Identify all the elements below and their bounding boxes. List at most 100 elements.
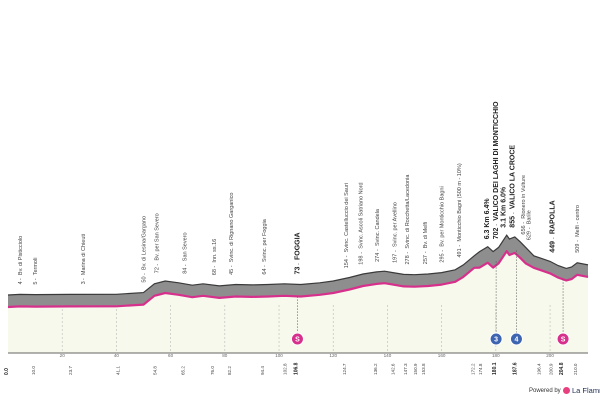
km-marker: 196.4 xyxy=(536,363,541,375)
waypoint-separator: - xyxy=(81,278,87,280)
waypoint-separator: - xyxy=(33,278,39,280)
waypoint-14: 197 - Svinc. per Avellino xyxy=(393,202,399,263)
km-marker: 187.6 xyxy=(512,362,518,375)
waypoint-17: 295- Bv. per Monticchio Bagni xyxy=(440,186,446,262)
waypoint-8: 45 - Svinc. di Rignano Garganico xyxy=(229,193,235,275)
waypoint-separator: - xyxy=(344,255,350,257)
waypoint-altitude: 295 xyxy=(440,253,446,262)
waypoint-name: Bv. per Monticchio Bagni xyxy=(440,186,446,246)
waypoint-7: 68- Inn. ss.16 xyxy=(212,239,218,275)
km-marker: 10.0 xyxy=(31,366,36,375)
waypoint-altitude: 509 xyxy=(575,244,581,253)
waypoint-altitude: 50 xyxy=(142,276,148,282)
km-marker: 147.3 xyxy=(403,363,408,375)
climb-detail-1: 6.3 Km 6.4% xyxy=(484,198,491,240)
waypoint-name: Svinc. per Foggia xyxy=(262,218,268,262)
kom-badge-circle xyxy=(509,332,523,346)
powered-by-label: Powered by xyxy=(529,388,561,394)
waypoint-12: 198 - Svinc. Ascoli Satriano Nord xyxy=(358,182,364,264)
km-tick-label: 160 xyxy=(438,353,446,358)
sprint-badge-circle xyxy=(556,332,570,346)
waypoint-separator: - xyxy=(511,212,517,214)
km-tick-label: 100 xyxy=(275,353,283,358)
waypoint-altitude: 702 xyxy=(493,228,500,240)
km-marker: 23.7 xyxy=(68,366,73,375)
waypoint-name: Svinc. Castelluccio dei Sauri xyxy=(344,183,350,252)
km-tick-label: 180 xyxy=(492,353,500,358)
waypoint-name: RAPOLLA xyxy=(550,200,557,234)
waypoint-altitude: 5 xyxy=(33,282,39,285)
waypoint-altitude: 3 xyxy=(81,281,87,284)
kom-badge-circle xyxy=(489,332,503,346)
waypoint-name: San Severo xyxy=(183,232,189,261)
waypoint-separator: - xyxy=(423,251,429,253)
km-marker: 180.1 xyxy=(492,362,498,375)
waypoint-name: Svinc. Ascoli Satriano Nord xyxy=(358,182,364,248)
waypoint-5: 72- Bv. per San Severo xyxy=(155,213,161,273)
waypoint-name: Termoli xyxy=(33,258,39,276)
terrain-band xyxy=(8,235,588,307)
badge-label: S xyxy=(561,337,566,344)
waypoint-altitude: 45 xyxy=(229,269,235,275)
km-tick-label: 80 xyxy=(222,353,228,358)
waypoint-name: Marina di Chieuti xyxy=(81,234,87,275)
waypoint-separator: - xyxy=(155,264,161,266)
waypoint-1: 4- Bv. di Pisticciolo xyxy=(18,236,24,285)
km-marker: 200.9 xyxy=(549,363,554,375)
brand-logo: La Flamme xyxy=(563,386,600,395)
kom-badge: 3 xyxy=(489,261,503,346)
waypoint-separator: - xyxy=(393,250,399,252)
waypoint-name: Svinc. Candela xyxy=(375,208,381,246)
climb-gradient-text: 3.1 Km 6.0% xyxy=(501,186,508,228)
km-marker: 76.0 xyxy=(210,366,215,375)
route-line-layer xyxy=(7,250,589,309)
waypoint-name: Bv. di Lesina/Gargano xyxy=(142,216,148,270)
terrain-ridge-line xyxy=(7,234,589,296)
waypoint-2: 5 - Termoli xyxy=(33,258,39,285)
waypoint-separator: - xyxy=(296,263,302,265)
waypoint-separator: - xyxy=(526,227,532,229)
waypoint-name: Melfi - centro xyxy=(575,205,581,237)
waypoint-20: 855 - VALICO LA CROCE xyxy=(510,145,517,228)
waypoint-separator: - xyxy=(375,249,381,251)
waypoint-separator: - xyxy=(494,224,500,226)
waypoint-separator: - xyxy=(183,264,189,266)
waypoint-altitude: 197 xyxy=(393,254,399,263)
km-marker: 172.2 xyxy=(471,363,476,375)
climb-detail-2: 3.1 Km 6.0% xyxy=(501,186,508,228)
waypoint-separator: - xyxy=(575,240,581,242)
climb-gradient-text: 6.3 Km 6.4% xyxy=(484,198,491,240)
waypoint-separator: - xyxy=(551,237,557,239)
km-marker: 102.8 xyxy=(283,363,288,375)
waypoint-separator: - xyxy=(229,265,235,267)
km-tick-label: 60 xyxy=(168,353,174,358)
waypoint-separator: - xyxy=(405,252,411,254)
waypoint-altitude: 4 xyxy=(18,281,24,284)
waypoint-altitude: 449 xyxy=(550,241,557,253)
waypoint-name: Svinc. per Avellino xyxy=(393,202,399,247)
km-marker: 204.8 xyxy=(559,362,565,375)
flame-icon xyxy=(563,387,570,394)
waypoint-11: 154 - Svinc. Castelluccio dei Sauri xyxy=(344,183,350,268)
waypoint-altitude: 198 xyxy=(358,256,364,265)
waypoint-10: 73 - FOGGIA xyxy=(295,232,302,274)
waypoint-altitude: 64 xyxy=(262,268,268,274)
waypoint-name: Svinc. di Rocchetta/Lacedonia xyxy=(405,174,411,249)
waypoint-altitude: 855 xyxy=(510,216,517,228)
badge-layer: S 3 4 S xyxy=(290,250,570,346)
km-axis-layer: 20 40 60 80 100 120 140 160 180 200 0.0 10.0 23.7 41.… xyxy=(4,352,588,375)
waypoint-15: 278- Svinc. di Rocchetta/Lacedonia xyxy=(405,174,411,265)
waypoint-altitude: 656 xyxy=(521,225,527,234)
waypoint-18: 491- Monticchio Bagni (500 m - 10%) xyxy=(457,163,463,257)
waypoint-altitude: 257 xyxy=(423,255,429,264)
waypoint-separator: - xyxy=(521,222,527,224)
km-marker: 153.8 xyxy=(421,363,426,375)
waypoint-name: Bv. di Melfi xyxy=(423,222,429,249)
waypoint-16: 257 - Bv. di Melfi xyxy=(423,222,429,264)
waypoint-separator: - xyxy=(440,250,446,252)
km-tick-label: 40 xyxy=(114,353,120,358)
km-marker: 0.0 xyxy=(4,368,10,375)
waypoint-21: 656- Rionero in Vulture xyxy=(521,175,527,235)
